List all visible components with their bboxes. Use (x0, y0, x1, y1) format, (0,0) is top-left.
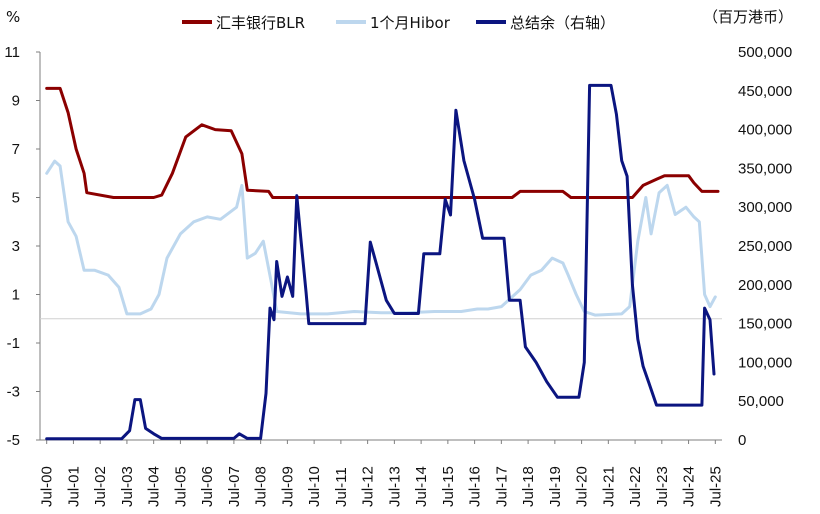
x-tick-label: Jul-18 (520, 466, 537, 507)
x-tick-label: Jul-24 (681, 466, 698, 507)
x-tick-label: Jul-06 (199, 466, 216, 507)
x-tick-label: Jul-00 (39, 466, 56, 507)
x-tick-label: Jul-22 (627, 466, 644, 507)
x-tick-label: Jul-05 (172, 466, 189, 507)
x-tick-label: Jul-16 (467, 466, 484, 507)
series-line-2 (45, 83, 716, 441)
right-tick-label: 0 (738, 432, 746, 449)
x-tick-label: Jul-15 (440, 466, 457, 507)
left-tick-label: 7 (12, 141, 20, 158)
left-tick-label: 9 (12, 93, 20, 110)
right-tick-label: 400,000 (738, 122, 792, 139)
series-layer (45, 83, 720, 441)
x-tick-label: Jul-14 (413, 466, 430, 507)
left-tick-label: 5 (12, 190, 20, 207)
x-tick-label: Jul-09 (279, 466, 296, 507)
left-tick-label: 1 (12, 287, 20, 304)
legend: 汇丰银行BLR 1个月Hibor 总结余（右轴） (182, 14, 615, 32)
x-tick-label: Jul-08 (253, 466, 270, 507)
right-tick-label: 500,000 (738, 44, 792, 61)
left-axis-unit: % (6, 8, 20, 26)
x-tick-label: Jul-02 (92, 466, 109, 507)
left-tick-label: -3 (7, 384, 20, 401)
right-tick-label: 50,000 (738, 393, 784, 410)
x-tick-label: Jul-10 (306, 466, 323, 507)
right-tick-label: 250,000 (738, 238, 792, 255)
left-tick-label: -1 (7, 335, 20, 352)
right-tick-label: 150,000 (738, 316, 792, 333)
x-tick-label: Jul-13 (386, 466, 403, 507)
x-tick-label: Jul-04 (146, 466, 163, 507)
right-axis-unit: （百万港币） (703, 8, 793, 26)
right-tick-label: 300,000 (738, 199, 792, 216)
right-tick-label: 100,000 (738, 354, 792, 371)
series-line-0 (45, 86, 720, 199)
x-tick-label: Jul-20 (574, 466, 591, 507)
axes-layer: 11 9 7 5 3 1 -1 -3 -5 500,000 450,000 400,000 350,00… (4, 44, 792, 507)
x-tick-label: Jul-03 (119, 466, 136, 507)
x-tick-label: Jul-12 (360, 466, 377, 507)
right-tick-label: 350,000 (738, 160, 792, 177)
legend-label-1: 1个月Hibor (370, 14, 451, 32)
x-tick-label: Jul-07 (226, 466, 243, 507)
left-tick-label: 11 (4, 44, 20, 61)
x-tick-label: Jul-21 (600, 466, 617, 507)
legend-label-0: 汇丰银行BLR (216, 14, 305, 32)
left-tick-label: 3 (12, 238, 20, 255)
x-tick-label: Jul-25 (707, 466, 724, 507)
right-tick-label: 450,000 (738, 83, 792, 100)
x-tick-label: Jul-11 (333, 467, 350, 507)
left-tick-label: -5 (7, 432, 20, 449)
x-tick-label: Jul-19 (547, 466, 564, 507)
x-tick-label: Jul-17 (493, 466, 510, 507)
legend-label-2: 总结余（右轴） (510, 14, 615, 32)
x-tick-label: Jul-23 (654, 466, 671, 507)
series-line-1 (45, 159, 717, 317)
right-tick-label: 200,000 (738, 277, 792, 294)
x-tick-label: Jul-01 (65, 466, 82, 507)
